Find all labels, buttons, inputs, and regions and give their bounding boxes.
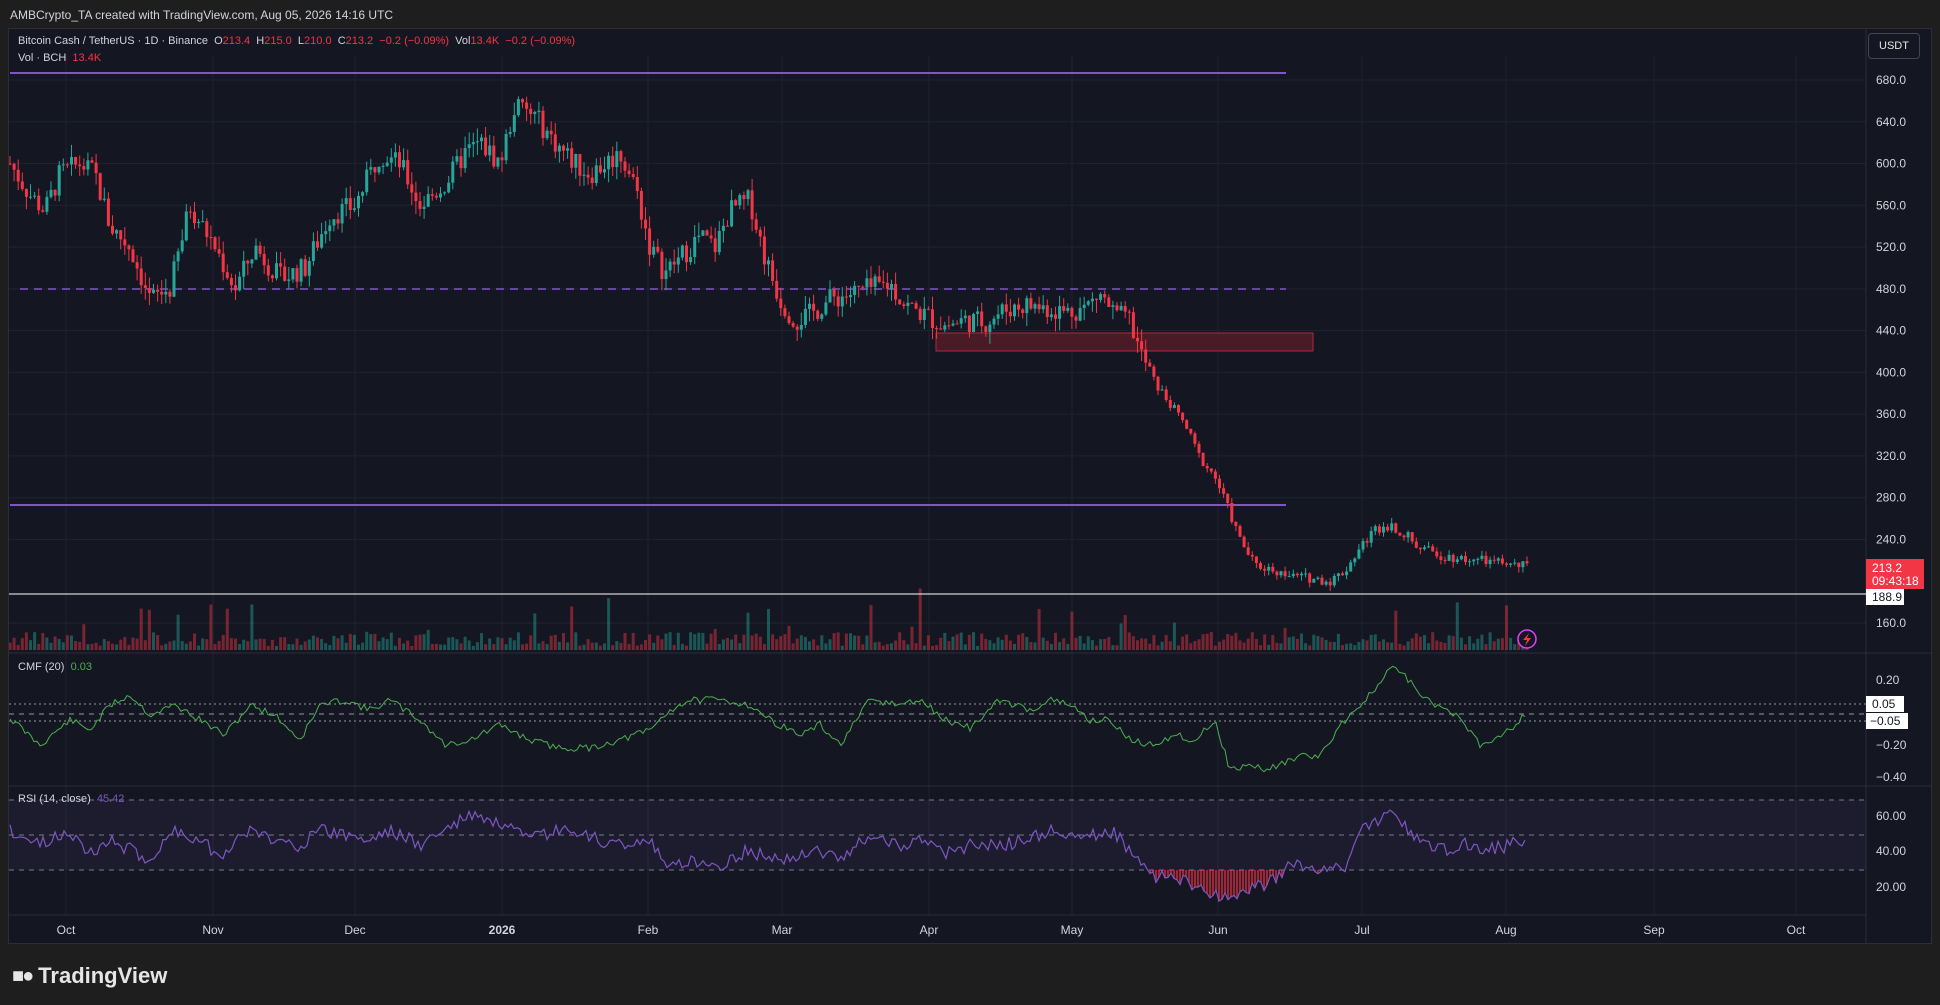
- price-axis-label: 680.0: [1876, 73, 1906, 87]
- rsi-line: [9, 809, 1526, 903]
- rsi-axis-label: 40.00: [1876, 844, 1906, 858]
- cmf-value: 0.03: [70, 661, 92, 673]
- rsi-axis-label: 60.00: [1876, 809, 1906, 823]
- time-axis-label: Oct: [1787, 923, 1806, 937]
- svg-text:−0.05: −0.05: [1870, 714, 1901, 728]
- open-label: O: [214, 35, 223, 47]
- price-axis-label: 640.0: [1876, 115, 1906, 129]
- cmf-axis-label: 0.20: [1876, 673, 1900, 687]
- cmf-label: CMF (20): [18, 661, 65, 673]
- low-value: 210.0: [304, 35, 332, 47]
- cmf-line: [9, 665, 1526, 773]
- volume-legend-label: Vol · BCH: [18, 52, 67, 64]
- price-axis-label: 560.0: [1876, 198, 1906, 212]
- price-axis: 680.0 640.0 600.0 560.0 520.0 480.0 440.0 400.0…: [1876, 73, 1906, 630]
- supply-zone-box: [935, 332, 1314, 352]
- lightning-icon[interactable]: [1517, 629, 1537, 649]
- price-axis-label: 280.0: [1876, 491, 1906, 505]
- time-axis: Oct Nov Dec 2026 Feb Mar Apr May Jun Jul Aug Sep Oct: [57, 923, 1806, 937]
- attribution-text: AMBCrypto_TA created with TradingView.co…: [10, 8, 394, 22]
- price-axis-label: 520.0: [1876, 240, 1906, 254]
- volume-legend-value: 13.4K: [72, 52, 102, 64]
- time-axis-label: Feb: [638, 923, 659, 937]
- time-axis-label: Mar: [772, 923, 793, 937]
- svg-text:0.05: 0.05: [1872, 697, 1896, 711]
- attribution-bar: AMBCrypto_TA created with TradingView.co…: [0, 0, 1940, 28]
- rsi-band-background: [9, 800, 1866, 870]
- price-axis-label: 320.0: [1876, 449, 1906, 463]
- price-axis-label: 360.0: [1876, 407, 1906, 421]
- volume-bars: [9, 588, 1529, 650]
- cmf-axis-label: −0.40: [1876, 770, 1907, 784]
- price-axis-label: 160.0: [1876, 616, 1906, 630]
- cmf-upper-tag: 0.05: [1866, 696, 1904, 712]
- cmf-lower-tag: −0.05: [1866, 713, 1908, 729]
- svg-text:213.2: 213.2: [1872, 561, 1902, 575]
- change-value: −0.2 (−0.09%): [379, 35, 450, 47]
- vol-value: 13.4K: [470, 35, 500, 47]
- time-axis-label: Dec: [344, 923, 365, 937]
- cmf-axis-label: −0.20: [1876, 738, 1907, 752]
- volume-legend[interactable]: Vol · BCH 13.4K: [18, 52, 101, 64]
- price-axis-label: 600.0: [1876, 157, 1906, 171]
- cmf-legend[interactable]: CMF (20) 0.03: [18, 661, 92, 673]
- rsi-legend[interactable]: RSI (14, close) 45.42: [18, 793, 124, 805]
- symbol-legend[interactable]: Bitcoin Cash / TetherUS · 1D · Binance O…: [18, 35, 575, 47]
- price-axis-label: 480.0: [1876, 282, 1906, 296]
- time-axis-label: May: [1061, 923, 1084, 937]
- tradingview-logo-icon: ■●: [12, 964, 34, 987]
- symbol-name[interactable]: Bitcoin Cash / TetherUS · 1D · Binance: [18, 35, 208, 47]
- vol-change-value: −0.2 (−0.09%): [505, 35, 576, 47]
- cmf-axis: 0.20 −0.20 −0.40: [1876, 673, 1907, 784]
- low-label: L: [297, 35, 305, 47]
- chart-pane[interactable]: [8, 28, 1932, 944]
- time-axis-label: Sep: [1643, 923, 1665, 937]
- last-price-tag: 213.2 09:43:18: [1866, 559, 1924, 589]
- rsi-axis: 60.00 40.00 20.00: [1876, 809, 1906, 894]
- time-axis-label: Aug: [1495, 923, 1516, 937]
- rsi-value: 45.42: [96, 793, 125, 805]
- high-label: H: [256, 35, 265, 47]
- vol-label: Vol: [455, 35, 471, 47]
- svg-text:188.9: 188.9: [1872, 590, 1902, 604]
- open-value: 213.4: [222, 35, 251, 47]
- price-axis-label: 240.0: [1876, 532, 1906, 546]
- svg-text:09:43:18: 09:43:18: [1872, 574, 1919, 588]
- level-price-tag: 188.9: [1866, 589, 1904, 605]
- close-label: C: [337, 35, 346, 47]
- time-axis-label: 2026: [489, 923, 516, 937]
- currency-button[interactable]: USDT: [1868, 33, 1920, 59]
- price-axis-label: 400.0: [1876, 365, 1906, 379]
- close-value: 213.2: [345, 35, 374, 47]
- time-axis-label: Jun: [1208, 923, 1227, 937]
- brand-text: TradingView: [38, 963, 168, 988]
- time-axis-label: Apr: [920, 923, 939, 937]
- time-axis-label: Jul: [1354, 923, 1369, 937]
- time-axis-label: Nov: [202, 923, 223, 937]
- high-value: 215.0: [264, 35, 292, 47]
- price-candles: [9, 96, 1529, 591]
- time-axis-label: Oct: [57, 923, 76, 937]
- rsi-label: RSI (14, close): [18, 793, 91, 805]
- tradingview-logo[interactable]: ■● TradingView: [12, 963, 167, 989]
- footer: [0, 944, 1940, 1005]
- price-axis-label: 440.0: [1876, 324, 1906, 338]
- rsi-axis-label: 20.00: [1876, 880, 1906, 894]
